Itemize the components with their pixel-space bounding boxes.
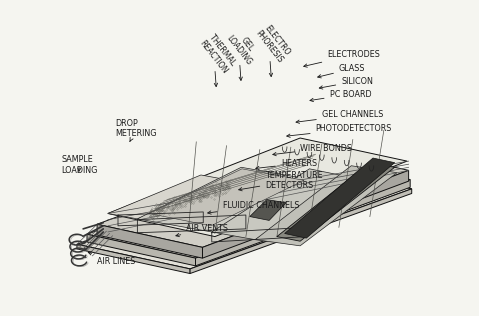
- Polygon shape: [77, 163, 412, 269]
- Text: ELECTRO
PHORESIS: ELECTRO PHORESIS: [253, 22, 292, 65]
- Text: HEATERS: HEATERS: [256, 159, 317, 170]
- Text: PC BOARD: PC BOARD: [310, 90, 371, 102]
- Polygon shape: [190, 189, 412, 274]
- Text: PHOTODETECTORS: PHOTODETECTORS: [287, 124, 392, 137]
- Polygon shape: [195, 179, 410, 266]
- Polygon shape: [277, 163, 395, 241]
- Polygon shape: [77, 244, 190, 274]
- Text: GEL CHANNELS: GEL CHANNELS: [296, 110, 383, 123]
- Polygon shape: [87, 155, 410, 258]
- Text: GEL
LOADING: GEL LOADING: [224, 27, 261, 67]
- Polygon shape: [255, 166, 397, 246]
- Polygon shape: [137, 167, 316, 232]
- Text: SILICON: SILICON: [319, 76, 373, 89]
- Polygon shape: [250, 200, 286, 221]
- Text: TEMPERATURE
DETECTORS: TEMPERATURE DETECTORS: [239, 171, 323, 191]
- Text: SAMPLE
LOADING: SAMPLE LOADING: [61, 155, 98, 175]
- Polygon shape: [108, 175, 230, 219]
- Text: GLASS: GLASS: [318, 64, 365, 78]
- Text: THERMAL
REACTION: THERMAL REACTION: [198, 32, 238, 75]
- Text: WIRE BONDS: WIRE BONDS: [273, 143, 352, 156]
- Polygon shape: [203, 170, 409, 258]
- Text: AIR LINES: AIR LINES: [88, 252, 136, 266]
- Text: ELECTRODES: ELECTRODES: [304, 50, 380, 67]
- Polygon shape: [285, 158, 395, 238]
- Polygon shape: [108, 138, 407, 237]
- Polygon shape: [212, 169, 354, 240]
- Polygon shape: [87, 234, 195, 266]
- Polygon shape: [149, 169, 304, 226]
- Text: AIR VENTS: AIR VENTS: [176, 224, 228, 237]
- Text: DROP
METERING: DROP METERING: [115, 119, 157, 141]
- Text: FLUIDIC CHANNELS: FLUIDIC CHANNELS: [208, 201, 299, 214]
- Polygon shape: [97, 224, 203, 258]
- Polygon shape: [97, 147, 409, 247]
